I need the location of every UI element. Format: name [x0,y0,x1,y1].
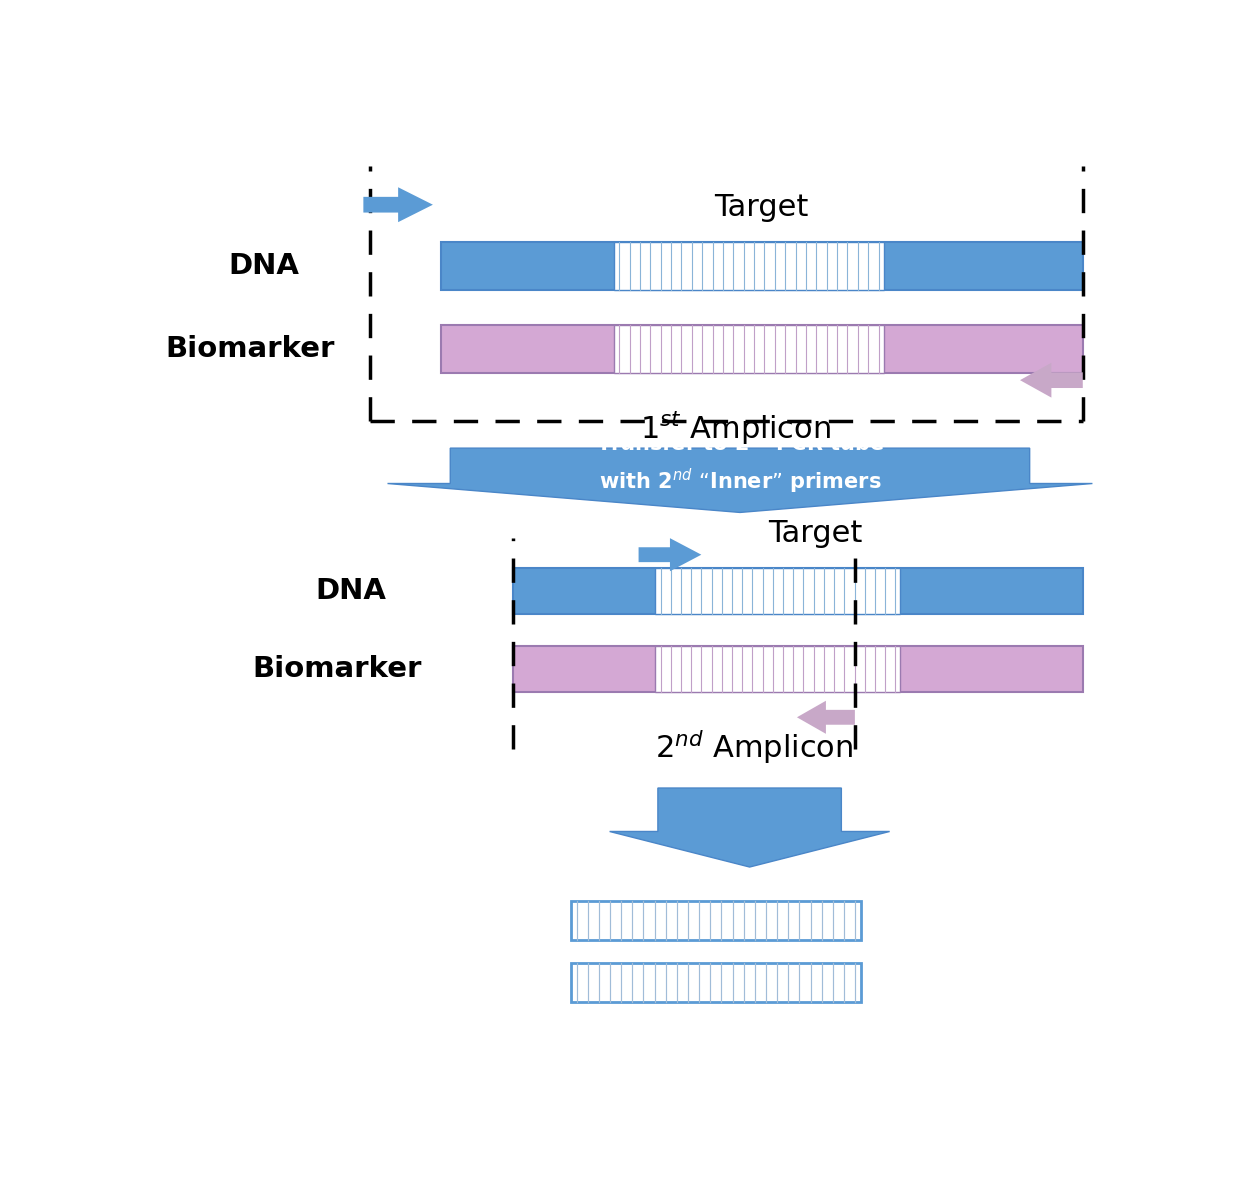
Bar [655,569,901,614]
Text: Target: Target [768,519,862,549]
Text: Target: Target [714,193,809,222]
Text: DNA: DNA [228,252,299,280]
Polygon shape [609,789,890,867]
Polygon shape [388,449,1093,513]
Polygon shape [639,538,701,571]
Text: DNA: DNA [315,577,386,605]
Bar [614,242,883,290]
Bar [571,901,861,940]
Bar [441,242,1083,290]
Bar [571,964,861,1002]
Polygon shape [797,700,855,734]
Text: Biomarker: Biomarker [166,335,335,363]
Bar [655,645,901,692]
Polygon shape [1020,363,1083,397]
Text: Biomarker: Biomarker [252,655,421,682]
Text: 1$^{st}$ Amplicon: 1$^{st}$ Amplicon [639,409,831,447]
Text: Transfer to 2$^{nd}$ PCR tube
with 2$^{nd}$ “Inner” primers: Transfer to 2$^{nd}$ PCR tube with 2$^{n… [596,429,885,495]
Bar [513,569,1083,614]
Bar [441,324,1083,372]
Bar [513,645,1083,692]
Bar [614,324,883,372]
Text: 2$^{nd}$ Amplicon: 2$^{nd}$ Amplicon [655,728,854,766]
Polygon shape [364,187,432,222]
